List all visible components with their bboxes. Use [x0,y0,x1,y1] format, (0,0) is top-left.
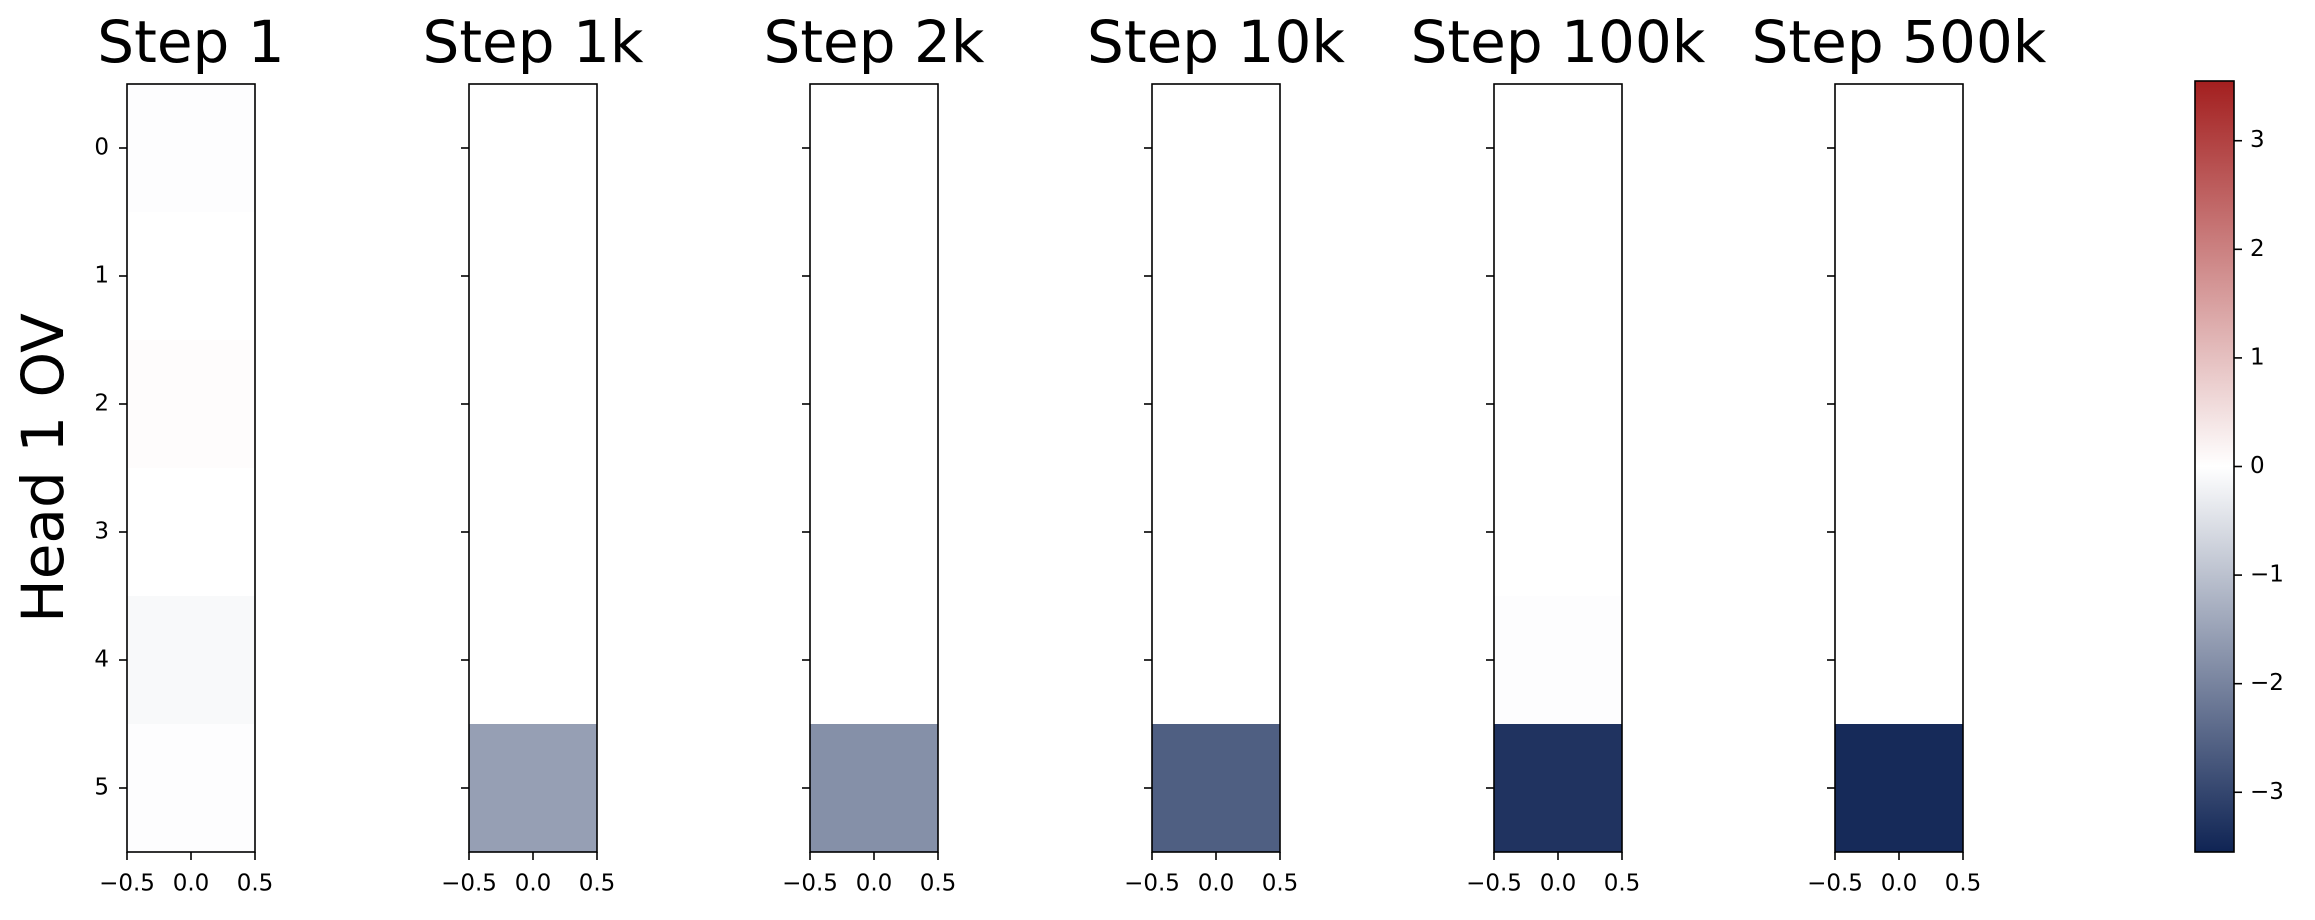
heatmap-cell [1835,340,1963,468]
heatmap-cell [1494,84,1622,212]
heatmap-cell [469,340,597,468]
heatmap-cell [810,212,938,340]
colorbar-tick-label: −3 [2250,779,2284,805]
heatmap-cell [1152,724,1280,852]
y-axis-label: Head 1 OV [9,313,77,623]
x-tick-label: 0.5 [1945,871,1982,897]
heatmap-cell [469,212,597,340]
heatmap-cell [810,596,938,724]
heatmap-cell [127,724,255,852]
heatmap-cell [1494,212,1622,340]
heatmap-cell [1835,84,1963,212]
x-tick-label: −0.5 [782,871,838,897]
x-tick-label: 0.0 [1881,871,1918,897]
colorbar-tick-label: 3 [2250,127,2265,153]
x-tick-label: −0.5 [99,871,155,897]
heatmap-cell [1152,468,1280,596]
x-tick-label: 0.5 [1262,871,1299,897]
heatmap-cell [810,468,938,596]
panel-title: Step 10k [1087,8,1345,76]
heatmap-cell [1152,596,1280,724]
x-tick-label: 0.0 [173,871,210,897]
y-tick-label: 3 [94,519,109,545]
x-tick-label: 0.5 [920,871,957,897]
panel-title: Step 500k [1752,8,2047,76]
y-tick-label: 5 [94,775,109,801]
x-tick-label: −0.5 [1807,871,1863,897]
heatmap-cell [1152,84,1280,212]
heatmap-cell [1494,340,1622,468]
y-tick-label: 2 [94,391,109,417]
colorbar [2194,80,2235,853]
heatmap-cell [1835,212,1963,340]
panel-title: Step 1k [423,8,644,76]
heatmap-cell [1152,340,1280,468]
x-tick-label: 0.0 [1198,871,1235,897]
panel-title: Step 1 [97,8,284,76]
heatmap-cell [810,724,938,852]
heatmap-cell [469,724,597,852]
heatmap-cell [1494,596,1622,724]
y-tick-label: 0 [94,135,109,161]
heatmap-cell [810,84,938,212]
x-tick-label: 0.0 [1540,871,1577,897]
heatmap-cell [1835,596,1963,724]
colorbar-tick-label: 0 [2250,453,2265,479]
heatmap-cell [469,468,597,596]
x-tick-label: 0.0 [856,871,893,897]
x-tick-label: −0.5 [1466,871,1522,897]
heatmap-cell [469,596,597,724]
y-tick-label: 1 [94,263,109,289]
x-tick-label: 0.5 [579,871,616,897]
heatmap-cell [127,84,255,212]
heatmap-cell [1494,468,1622,596]
x-tick-label: 0.5 [1604,871,1641,897]
y-tick-label: 4 [94,647,109,673]
heatmap-cell [1835,468,1963,596]
heatmap-cell [127,596,255,724]
heatmap-cell [469,84,597,212]
x-tick-label: 0.0 [515,871,552,897]
x-tick-label: −0.5 [1124,871,1180,897]
heatmap-cell [810,340,938,468]
heatmap-cell [1494,724,1622,852]
heatmap-cell [127,340,255,468]
panel-title: Step 100k [1411,8,1706,76]
colorbar-tick-label: 1 [2250,344,2265,370]
colorbar-tick-label: −1 [2250,562,2284,588]
colorbar-tick-label: −2 [2250,670,2284,696]
heatmap-cell [1835,724,1963,852]
heatmap-cell [1152,212,1280,340]
heatmap-cell [127,468,255,596]
x-tick-label: −0.5 [441,871,497,897]
heatmap-cell [127,212,255,340]
x-tick-label: 0.5 [237,871,274,897]
colorbar-tick-label: 2 [2250,236,2265,262]
panel-title: Step 2k [764,8,985,76]
